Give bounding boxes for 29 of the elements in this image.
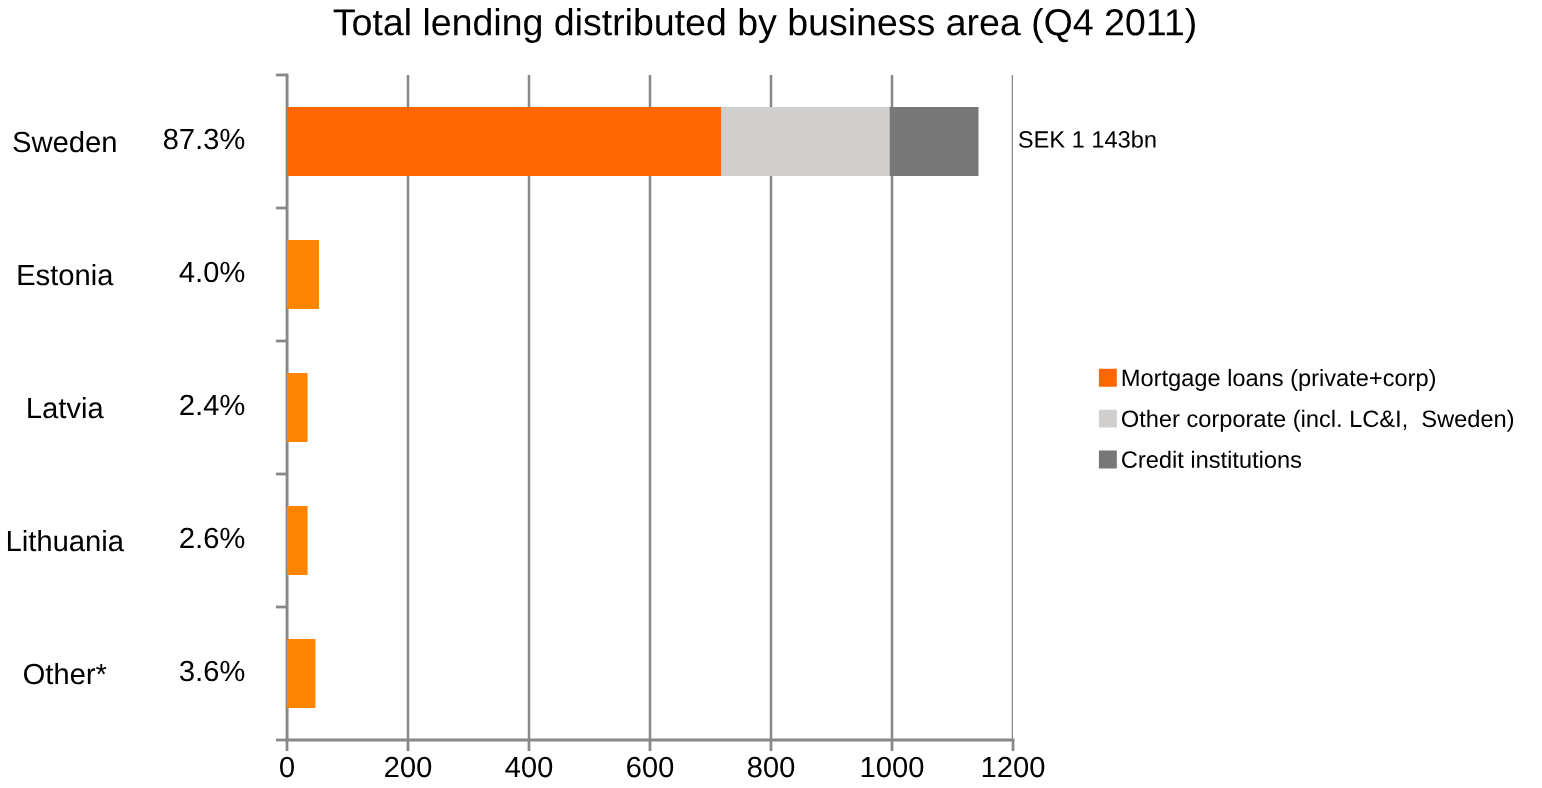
text: 87.3%: [163, 128, 245, 150]
legend-label: Other corporate (incl. LC&I, Sweden): [1121, 409, 1514, 432]
bar: [287, 106, 722, 177]
y-tick-label: Estonia: [18, 263, 114, 286]
legend-label: Mortgage loans (private+corp): [1122, 368, 1435, 391]
bar: [287, 505, 308, 576]
bar: [287, 239, 320, 310]
text: 4.0%: [179, 261, 245, 283]
x-tick-label: 1200: [982, 756, 1045, 778]
x-tick-label: 800: [747, 756, 795, 778]
bar: [287, 638, 316, 709]
text: 3.6%: [179, 660, 245, 682]
y-tick-label: Sweden: [13, 130, 116, 153]
bar: [721, 106, 890, 177]
chart-title: Total lending distributed by business area (Q4 2011): [333, 8, 1195, 43]
text: 2.6%: [180, 527, 245, 549]
x-tick-label: 1000: [861, 756, 924, 778]
bar: [287, 372, 308, 443]
legend-label: Credit institutions: [1122, 450, 1302, 469]
x-tick-label: 200: [385, 756, 432, 778]
x-tick-label: 400: [505, 756, 553, 778]
y-tick-label: Other*: [24, 662, 107, 685]
x-tick-label: 600: [627, 756, 674, 778]
y-tick-label: Latvia: [28, 396, 104, 419]
total-label: SEK 1 143bn: [1018, 130, 1156, 148]
y-tick-label: Lithuania: [7, 529, 124, 552]
x-tick-label: 0: [280, 756, 294, 778]
bar: [889, 106, 979, 177]
text: 2.4%: [180, 394, 245, 416]
